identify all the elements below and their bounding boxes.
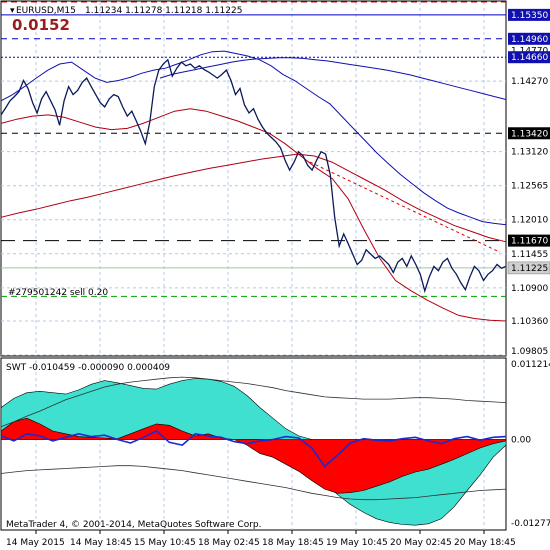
swt-upper-band bbox=[0, 376, 507, 428]
copyright-text: MetaTrader 4, © 2001-2014, MetaQuotes So… bbox=[6, 520, 262, 530]
indicator-tick-label: -0.012779 bbox=[511, 519, 550, 529]
symbol-label: EURUSD,M15 bbox=[16, 6, 76, 16]
spread-value: 0.0152 bbox=[12, 16, 70, 34]
price-series bbox=[0, 58, 507, 294]
time-tick-label: 20 May 02:45 bbox=[390, 538, 452, 548]
indicator-tick-label: 0.011214 bbox=[511, 360, 550, 370]
swt-lower-band bbox=[0, 465, 507, 501]
level-label-text: 1.15350 bbox=[511, 11, 548, 21]
symbol-icon: ▾ bbox=[10, 6, 15, 16]
blue-band-long bbox=[159, 57, 507, 100]
blue-band-upper bbox=[0, 50, 507, 226]
ohlc-label: 1.11234 1.11278 1.11218 1.11225 bbox=[85, 6, 242, 16]
swt-red-area bbox=[0, 417, 507, 494]
indicator-tick-label: 0.00 bbox=[511, 435, 531, 445]
red-band-lower bbox=[0, 108, 507, 322]
envelope-bands bbox=[0, 50, 507, 322]
time-tick-label: 20 May 18:45 bbox=[454, 538, 516, 548]
price-tick-label: 1.11455 bbox=[511, 250, 548, 260]
swt-signal-line bbox=[0, 430, 507, 468]
level-label-text: 1.14960 bbox=[511, 35, 548, 45]
level-label-text: 1.11670 bbox=[511, 237, 548, 247]
order-label[interactable]: #279501242 sell 0.20 bbox=[8, 288, 108, 298]
bid-label-box bbox=[507, 261, 550, 275]
level-label-box[interactable] bbox=[508, 127, 550, 140]
level-label-box[interactable] bbox=[508, 32, 550, 45]
level-label-box[interactable] bbox=[508, 8, 550, 21]
time-axis: 14 May 2015 14 May 18:45 15 May 10:45 18 Ma… bbox=[6, 530, 516, 548]
level-label-text: 1.13420 bbox=[511, 129, 548, 139]
swt-histogram bbox=[0, 378, 507, 526]
level-label-box[interactable] bbox=[508, 234, 550, 247]
bid-label-text: 1.11225 bbox=[511, 264, 548, 274]
indicator-axis: 0.011214 0.00 -0.012779 bbox=[511, 360, 550, 529]
price-levels bbox=[1, 1, 506, 297]
time-tick-label: 15 May 10:45 bbox=[134, 538, 196, 548]
time-tick-label: 19 May 10:45 bbox=[326, 538, 388, 548]
time-tick-label: 14 May 18:45 bbox=[70, 538, 132, 548]
time-tick-label: 14 May 2015 bbox=[6, 538, 65, 548]
time-tick-label: 18 May 18:45 bbox=[262, 538, 324, 548]
main-chart-frame bbox=[0, 0, 507, 357]
level-labels: 1.153501.149601.147701.146601.134201.116… bbox=[507, 8, 550, 275]
trend-line[interactable] bbox=[309, 161, 501, 253]
level-label-text: 1.14660 bbox=[511, 53, 548, 63]
price-tick-label: 1.09805 bbox=[511, 347, 548, 357]
price-tick-label: 1.12010 bbox=[511, 216, 548, 226]
level-label-box[interactable] bbox=[508, 51, 550, 64]
swt-lines bbox=[0, 376, 507, 501]
indicator-title: SWT -0.010459 -0.000090 0.000409 bbox=[6, 363, 170, 373]
price-tick-label: 1.13120 bbox=[511, 148, 548, 158]
red-moving-average bbox=[0, 153, 507, 243]
price-tick-label: 1.14270 bbox=[511, 77, 548, 87]
price-tick-label: 1.12565 bbox=[511, 182, 548, 192]
price-tick-label: 1.10360 bbox=[511, 317, 548, 327]
price-tick-label: 1.10900 bbox=[511, 284, 548, 294]
time-tick-label: 18 May 02:45 bbox=[198, 538, 260, 548]
price-line bbox=[0, 58, 507, 294]
price-axis: 1.14270 1.13120 1.12565 1.12010 1.11455 1.109… bbox=[511, 77, 548, 357]
